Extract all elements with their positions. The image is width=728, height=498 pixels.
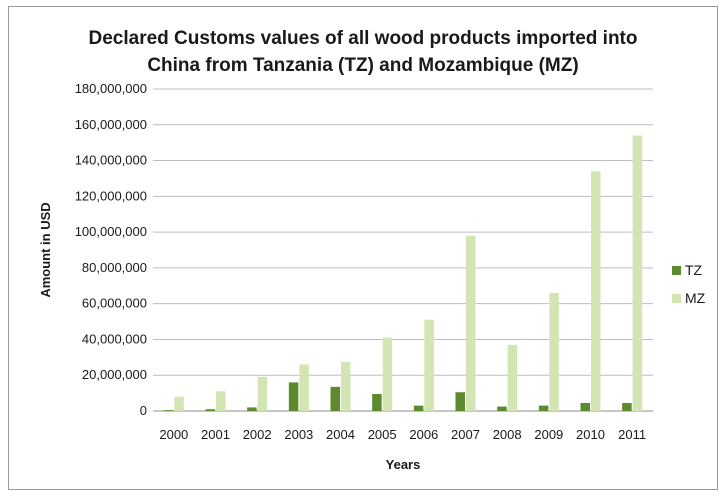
- y-tick-label: 80,000,000: [82, 260, 147, 275]
- bar-mz-2009: [549, 292, 559, 411]
- x-tick-label: 2003: [284, 427, 313, 442]
- bar-tz-2007: [455, 392, 465, 411]
- y-tick-label: 60,000,000: [82, 296, 147, 311]
- x-tick-label: 2005: [368, 427, 397, 442]
- bar-tz-2005: [372, 394, 382, 411]
- bar-tz-2004: [330, 386, 340, 411]
- x-tick-label: 2008: [493, 427, 522, 442]
- legend-swatch-tz: [672, 266, 681, 275]
- bar-tz-2009: [538, 405, 549, 411]
- bar-mz-2004: [341, 361, 351, 411]
- bar-tz-2000: [163, 410, 174, 411]
- bar-mz-2011: [632, 135, 643, 411]
- bar-mz-2001: [216, 391, 226, 411]
- bar-tz-2010: [580, 402, 590, 411]
- y-tick-label: 20,000,000: [82, 367, 147, 382]
- bar-mz-2010: [591, 171, 601, 411]
- y-tick-label: 120,000,000: [75, 188, 147, 203]
- x-tick-label: 2011: [618, 427, 646, 442]
- y-tick-label: 180,000,000: [75, 81, 147, 96]
- bar-chart: 0 20,000,000 40,000,000 60,000,000 80,000,00…: [38, 81, 706, 472]
- bar-tz-2008: [497, 406, 507, 411]
- y-axis-title: Amount in USD: [38, 202, 53, 297]
- chart-title-line-2: China from Tanzania (TZ) and Mozambique …: [147, 55, 579, 76]
- x-tick-label: 2007: [451, 427, 480, 442]
- bar-mz-2000: [174, 396, 184, 411]
- chart-title: Declared Customs values of all wood prod…: [9, 25, 717, 79]
- bar-tz-2011: [622, 402, 632, 411]
- bar-tz-2003: [288, 382, 299, 411]
- x-tick-label: 2004: [326, 427, 355, 442]
- x-tick-label: 2006: [409, 427, 438, 442]
- y-tick-label: 100,000,000: [75, 224, 147, 239]
- y-tick-label: 0: [140, 403, 147, 418]
- legend-swatch-mz: [672, 294, 681, 303]
- x-axis-title: Years: [386, 457, 421, 472]
- x-tick-label: 2000: [159, 427, 188, 442]
- bar-tz-2006: [413, 405, 424, 411]
- y-tick-label: 40,000,000: [82, 331, 147, 346]
- bar-tz-2001: [205, 409, 215, 411]
- bar-mz-2008: [507, 344, 518, 411]
- legend-label-mz: MZ: [685, 290, 706, 306]
- bar-mz-2005: [382, 337, 393, 411]
- bar-mz-2002: [257, 377, 268, 411]
- bar-mz-2006: [424, 319, 434, 411]
- chart-title-line-1: Declared Customs values of all wood prod…: [88, 28, 638, 49]
- legend-label-tz: TZ: [685, 262, 703, 278]
- x-tick-label: 2009: [534, 427, 563, 442]
- bar-mz-2007: [466, 235, 476, 411]
- y-tick-label: 140,000,000: [75, 153, 147, 168]
- x-tick-label: 2002: [243, 427, 272, 442]
- x-tick-label: 2010: [576, 427, 605, 442]
- bar-tz-2002: [247, 407, 257, 411]
- y-tick-label: 160,000,000: [75, 117, 147, 132]
- x-tick-label: 2001: [201, 427, 230, 442]
- bar-mz-2003: [299, 364, 309, 411]
- chart-frame: Declared Customs values of all wood prod…: [8, 6, 718, 490]
